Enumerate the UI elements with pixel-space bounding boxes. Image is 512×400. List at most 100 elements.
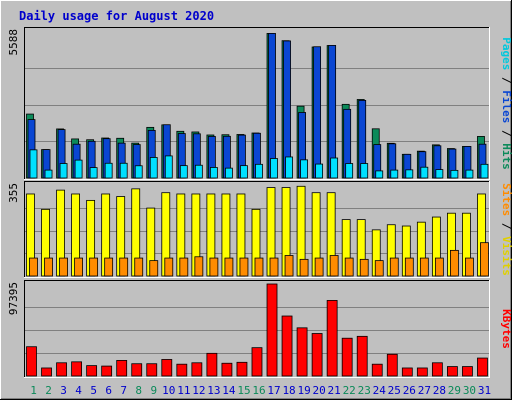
day-label-31: 31: [478, 384, 491, 397]
bar-kbytes-day-26: [401, 367, 413, 377]
day-label-8: 8: [135, 384, 142, 397]
legend-segment: Sites: [500, 183, 512, 216]
bar-pages-day-22: [345, 163, 354, 179]
day-label-3: 3: [60, 384, 67, 397]
bar-kbytes-day-18: [281, 315, 293, 377]
bar-kbytes-day-15: [236, 361, 248, 377]
bar-kbytes-day-20: [311, 333, 323, 377]
day-label-12: 12: [192, 384, 205, 397]
panel-traffic: 5588 Pages / Files / Hits: [7, 27, 512, 180]
bar-sites-day-11: [179, 257, 189, 277]
day-label-15: 15: [237, 384, 250, 397]
bar-sites-day-25: [389, 257, 399, 277]
legend-segment: Hits: [500, 143, 512, 170]
bar-kbytes-day-12: [191, 362, 203, 377]
bar-pages-day-7: [119, 162, 128, 179]
day-label-22: 22: [343, 384, 356, 397]
legend-segment: /: [500, 70, 512, 90]
day-label-24: 24: [373, 384, 387, 397]
day-label-26: 26: [403, 384, 416, 397]
bar-kbytes-day-21: [326, 300, 338, 377]
day-label-5: 5: [90, 384, 97, 397]
bar-files-day-20: [313, 46, 322, 179]
bar-kbytes-day-10: [161, 359, 173, 377]
bar-kbytes-day-25: [386, 353, 398, 377]
bar-sites-day-12: [194, 256, 204, 277]
legend-label-visitors: Sites / Visits: [500, 183, 512, 276]
day-label-13: 13: [207, 384, 220, 397]
panel-volume: 97395 KBytes: [7, 280, 512, 378]
bar-files-day-17: [268, 33, 276, 179]
bar-pages-day-4: [74, 159, 83, 179]
bar-pages-day-2: [44, 169, 53, 179]
day-label-27: 27: [418, 384, 431, 397]
bar-kbytes-day-11: [176, 363, 188, 377]
bar-pages-day-26: [405, 169, 414, 179]
day-label-7: 7: [120, 384, 127, 397]
bar-pages-day-1: [29, 149, 38, 179]
bar-pages-day-15: [240, 165, 248, 179]
bar-pages-day-18: [285, 156, 293, 179]
bar-sites-day-13: [209, 257, 219, 277]
bar-kbytes-day-17: [266, 283, 278, 377]
bar-sites-day-19: [299, 258, 309, 277]
bar-pages-day-12: [194, 164, 203, 179]
bar-sites-day-14: [224, 257, 234, 277]
day-label-16: 16: [252, 384, 265, 397]
bar-sites-day-17: [269, 257, 279, 277]
day-label-28: 28: [433, 384, 446, 397]
day-label-4: 4: [75, 384, 82, 397]
bar-pages-day-28: [435, 169, 444, 179]
bar-kbytes-day-1: [26, 346, 37, 377]
bar-sites-day-15: [239, 257, 249, 277]
bar-kbytes-day-27: [416, 367, 428, 377]
bar-kbytes-day-29: [447, 366, 458, 377]
bar-sites-day-3: [59, 257, 68, 277]
day-label-25: 25: [388, 384, 401, 397]
bar-sites-day-20: [314, 257, 324, 277]
bar-kbytes-day-23: [356, 335, 368, 377]
bar-pages-day-6: [104, 162, 113, 179]
bar-pages-day-16: [255, 163, 263, 179]
bar-sites-day-26: [404, 257, 414, 277]
ymax-label-traffic: 5588: [7, 29, 20, 56]
bar-sites-day-4: [74, 257, 83, 277]
day-label-20: 20: [313, 384, 326, 397]
bar-pages-day-20: [315, 163, 324, 179]
day-label-10: 10: [162, 384, 175, 397]
bar-pages-day-21: [330, 157, 339, 179]
legend-label-traffic: Pages / Files / Hits: [500, 37, 512, 170]
bar-sites-day-10: [164, 257, 174, 277]
bar-sites-day-31: [480, 242, 489, 277]
legend-segment: Pages: [500, 37, 512, 70]
bar-kbytes-day-5: [86, 365, 98, 377]
day-label-30: 30: [463, 384, 476, 397]
bar-kbytes-day-19: [296, 327, 308, 377]
bar-sites-day-24: [374, 260, 384, 277]
bar-sites-day-27: [419, 257, 429, 277]
day-label-21: 21: [328, 384, 341, 397]
day-label-11: 11: [177, 384, 190, 397]
day-label-18: 18: [282, 384, 295, 397]
ymax-label-visitors: 355: [7, 183, 20, 203]
bar-sites-day-7: [119, 257, 129, 277]
bar-kbytes-day-3: [56, 362, 67, 377]
bar-sites-day-21: [329, 255, 339, 277]
bar-kbytes-day-28: [431, 362, 443, 377]
chart-title: Daily usage for August 2020: [19, 9, 214, 23]
day-label-29: 29: [448, 384, 461, 397]
bar-pages-day-13: [209, 167, 218, 179]
bar-pages-day-17: [270, 158, 278, 179]
bar-sites-day-28: [434, 257, 444, 277]
bar-kbytes-day-7: [116, 360, 128, 377]
bar-pages-day-3: [59, 163, 68, 179]
bar-kbytes-day-22: [341, 337, 353, 377]
bar-kbytes-day-6: [101, 365, 113, 377]
bar-sites-day-8: [134, 257, 144, 277]
day-label-1: 1: [30, 384, 37, 397]
ymax-label-volume: 97395: [7, 282, 20, 315]
bar-pages-day-31: [480, 163, 489, 179]
day-labels: 1 2 3 4 5 6 7 8 9 10 11 12 13 14 15 16 17 18 19 20 21 22 23 24 2…: [30, 384, 491, 397]
bar-kbytes-day-24: [371, 363, 383, 377]
bar-sites-day-16: [254, 257, 264, 277]
